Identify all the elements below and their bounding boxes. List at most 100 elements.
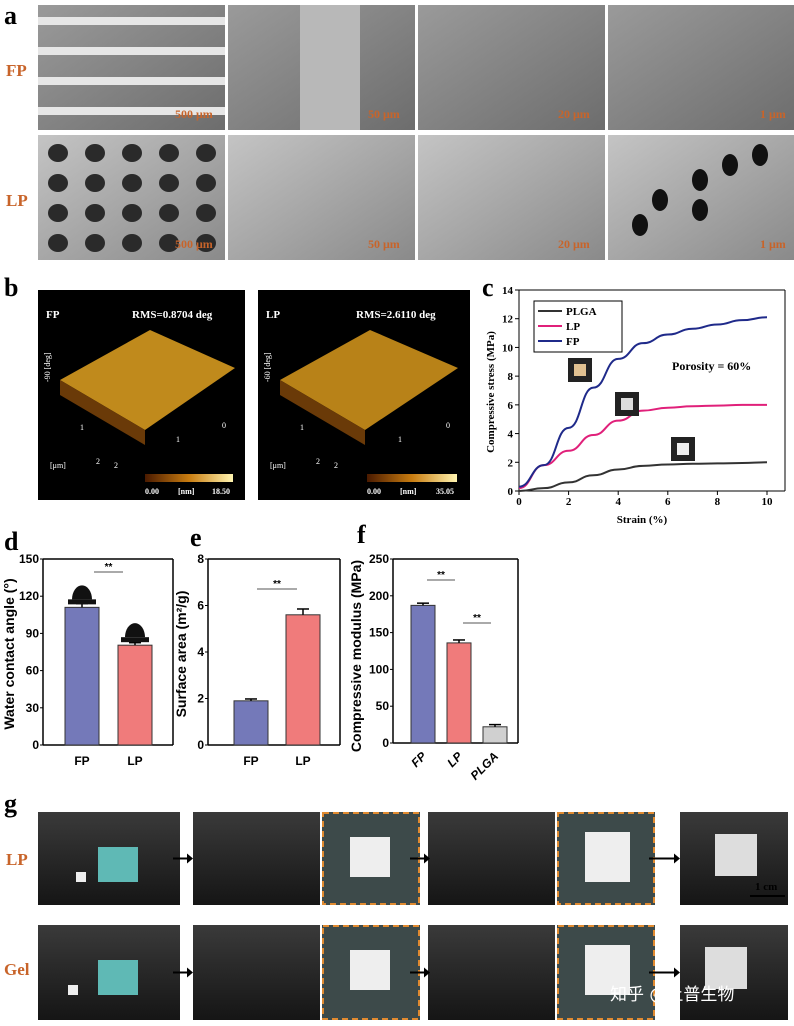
pore	[196, 144, 216, 162]
x-tick-label: LP	[295, 754, 310, 768]
scaffold-cube	[574, 364, 586, 376]
pore	[632, 214, 648, 236]
panel-label-g: g	[4, 789, 17, 818]
sem-image	[418, 135, 605, 260]
tick: 0	[222, 421, 226, 430]
scale-min: 0.00	[367, 487, 381, 496]
scale-label: 1 μm	[760, 237, 786, 251]
xy-unit: [μm]	[270, 461, 286, 470]
tick: 1	[300, 423, 304, 432]
sample-closeup	[715, 834, 757, 876]
x-tick-label: LP	[444, 749, 465, 770]
scale-label: 20 μm	[558, 237, 590, 251]
scale-max: 18.50	[212, 487, 230, 496]
x-tick-label: LP	[127, 754, 142, 768]
y-tick-label: 14	[502, 285, 514, 297]
pore	[752, 144, 768, 166]
z-axis-label: -90 [deg]	[43, 352, 52, 382]
pore	[159, 204, 179, 222]
y-tick-label: 8	[197, 552, 204, 566]
y-tick-label: 100	[369, 662, 389, 676]
arrow-head-icon	[187, 967, 193, 978]
significance-label: **	[437, 570, 445, 581]
photo	[193, 812, 320, 905]
series-line-plga	[518, 461, 768, 492]
scale-label: 1 μm	[760, 107, 786, 121]
color-scale-bar	[367, 474, 457, 482]
y-tick-label: 4	[197, 645, 204, 659]
y-tick-label: 2	[197, 692, 204, 706]
y-tick-label: 150	[369, 626, 389, 640]
porosity-annotation: Porosity = 60%	[672, 359, 751, 373]
panel-label-e: e	[190, 523, 202, 552]
tick: 1	[398, 435, 402, 444]
y-tick-label: 0	[32, 738, 39, 752]
water-droplet-icon	[72, 585, 92, 600]
color-scale-bar	[145, 474, 233, 482]
scale-bar-label: 1 cm	[755, 881, 777, 893]
x-tick-label: FP	[408, 749, 429, 770]
bar-fp	[64, 606, 100, 746]
arrow-head-icon	[187, 853, 193, 864]
sample	[68, 985, 78, 995]
water-droplet-icon	[125, 623, 145, 638]
sem-image	[608, 5, 794, 130]
row-label-gel: Gel	[4, 960, 30, 979]
y-tick-label: 2	[508, 457, 514, 469]
x-tick-label: PLGA	[468, 749, 501, 782]
afm-label: FP	[46, 309, 60, 321]
pore	[48, 144, 68, 162]
panel-b-afm: FP RMS=0.8704 deg -90 [deg] [μm] 2 1 0 1…	[38, 290, 470, 500]
scaffold-strut	[38, 47, 225, 55]
legend-label-plga: PLGA	[566, 306, 597, 318]
scale-unit: [nm]	[400, 487, 417, 496]
bar-lp	[446, 642, 472, 744]
sample-closeup	[585, 945, 630, 995]
pore	[722, 154, 738, 176]
photo	[428, 925, 555, 1020]
series-line-lp	[518, 403, 767, 490]
arrow-head-icon	[424, 853, 430, 864]
panel-a-sem-grid: FP LP 500 μm 50 μm 20 μm 1 μm 500 μm 50 …	[6, 5, 794, 260]
significance-label: **	[273, 579, 281, 590]
sample-closeup	[350, 837, 390, 877]
scale-min: 0.00	[145, 487, 159, 496]
afm-image-fp: FP RMS=0.8704 deg -90 [deg] [μm] 2 1 0 1…	[38, 290, 245, 500]
legend-label-fp: FP	[566, 336, 580, 348]
x-tick-label: 0	[516, 496, 522, 508]
pore	[159, 144, 179, 162]
row-label-fp: FP	[6, 61, 27, 80]
sample-closeup	[585, 832, 630, 882]
photo	[428, 812, 555, 905]
pore	[196, 204, 216, 222]
legend-label-lp: LP	[566, 321, 580, 333]
y-tick-label: 6	[197, 599, 204, 613]
y-tick-label: 0	[508, 486, 514, 498]
pore	[122, 174, 142, 192]
y-tick-label: 50	[376, 699, 390, 713]
panel-label-a: a	[4, 1, 17, 30]
scale-label: 20 μm	[558, 107, 590, 121]
pore	[159, 174, 179, 192]
tick: 2	[316, 457, 320, 466]
panel-g-photos: LP Gel 1 cm 知乎 @上普生物	[4, 812, 788, 1020]
watermark: 知乎 @上普生物	[610, 985, 734, 1005]
tick: 0	[446, 421, 450, 430]
afm-surface	[60, 330, 235, 430]
y-axis-label: Compressive modulus (MPa)	[348, 560, 364, 752]
xy-unit: [μm]	[50, 461, 66, 470]
y-tick-label: 0	[197, 738, 204, 752]
bar-lp	[117, 644, 153, 746]
arrow-head-icon	[674, 853, 680, 864]
y-tick-label: 200	[369, 589, 389, 603]
compressive-modulus-chart: Compressive modulus (MPa) 0 50 100 150 200 25…	[348, 552, 519, 783]
y-tick-label: 6	[508, 400, 514, 412]
y-tick-label: 10	[502, 342, 514, 354]
series-line-fp	[518, 316, 768, 488]
significance-label: **	[473, 613, 481, 624]
arrow-head-icon	[424, 967, 430, 978]
binder-clip	[98, 960, 138, 995]
x-tick-label: 8	[715, 496, 721, 508]
sample-closeup	[705, 947, 747, 989]
